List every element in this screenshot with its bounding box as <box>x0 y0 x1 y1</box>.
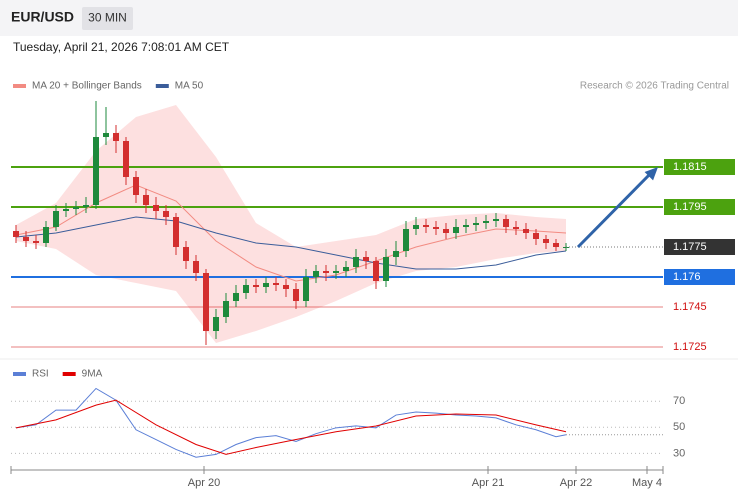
candle-body <box>363 257 369 261</box>
x-tick-label: Apr 21 <box>472 477 504 489</box>
candle-body <box>263 283 269 287</box>
level-box <box>664 159 735 175</box>
credit: Research © 2026 Trading Central <box>580 81 729 92</box>
candle-body <box>183 247 189 261</box>
y-tick-label: 70 <box>673 395 685 407</box>
candle-body <box>113 133 119 141</box>
x-tick-label: Apr 20 <box>188 477 220 489</box>
candle-body <box>443 229 449 233</box>
legend-swatch <box>13 372 26 376</box>
rsi-line <box>15 387 567 458</box>
candle-body <box>23 237 29 241</box>
candle-body <box>463 225 469 227</box>
ma-line <box>15 184 567 282</box>
candle-body <box>83 205 89 207</box>
candle-body <box>393 251 399 257</box>
candle-body <box>413 225 419 229</box>
legend-swatch <box>155 84 169 88</box>
timestamp: Tuesday, April 21, 2026 7:08:01 AM CET <box>13 40 230 54</box>
legend-label: MA 50 <box>175 81 204 92</box>
candle-body <box>373 261 379 281</box>
candle-body <box>353 257 359 267</box>
candle-body <box>553 243 559 247</box>
candle-body <box>453 227 459 233</box>
candle-body <box>323 271 329 273</box>
candle-body <box>223 301 229 317</box>
arrow-head <box>644 167 658 181</box>
candle-body <box>433 227 439 229</box>
ma-line <box>15 216 567 270</box>
candle-body <box>133 177 139 195</box>
x-tick-label: Apr 22 <box>560 477 592 489</box>
rsi-line <box>15 399 567 455</box>
candle-body <box>383 257 389 281</box>
legend-label: 9MA <box>82 369 103 380</box>
legend-label: RSI <box>32 369 49 380</box>
candle-body <box>43 227 49 243</box>
candle-body <box>103 133 109 137</box>
candle-body <box>213 317 219 331</box>
legend-swatch <box>62 372 76 376</box>
candle-body <box>493 219 499 221</box>
legend-label: MA 20 + Bollinger Bands <box>32 81 142 92</box>
legend-swatch <box>13 84 26 88</box>
timeframe-box[interactable] <box>82 7 133 30</box>
candle-body <box>33 241 39 243</box>
candle-body <box>483 221 489 223</box>
level-label: 1.1795 <box>673 201 707 213</box>
candle-body <box>533 233 539 239</box>
candle-body <box>253 285 259 287</box>
candle-body <box>313 271 319 277</box>
candle-body <box>473 223 479 225</box>
candle-body <box>193 261 199 273</box>
level-label: 1.1815 <box>673 161 707 173</box>
candle-body <box>423 225 429 227</box>
candle-body <box>243 285 249 293</box>
candle-body <box>173 217 179 247</box>
y-tick-label: 30 <box>673 447 685 459</box>
bollinger-band <box>16 105 566 343</box>
candle-body <box>53 211 59 227</box>
candle-body <box>73 207 79 209</box>
candle-body <box>303 277 309 301</box>
candle-body <box>283 285 289 289</box>
candle-body <box>233 293 239 301</box>
candle-body <box>293 289 299 301</box>
candle-body <box>153 205 159 211</box>
pair: EUR/USD <box>11 9 74 25</box>
candle-body <box>203 273 209 331</box>
candle-body <box>93 137 99 205</box>
candle-body <box>273 283 279 285</box>
y-tick-label: 50 <box>673 421 685 433</box>
timeframe[interactable]: 30 MIN <box>88 11 127 25</box>
candle-body <box>503 219 509 227</box>
level-box <box>664 199 735 215</box>
candle-body <box>13 231 19 237</box>
last-price-box <box>664 239 735 255</box>
level-label: 1.176 <box>673 271 701 283</box>
candle-body <box>403 229 409 251</box>
candle-body <box>513 227 519 229</box>
candle-body <box>333 271 339 273</box>
candle-body <box>143 195 149 205</box>
candle-body <box>343 267 349 271</box>
x-tick-label: May 4 <box>632 477 662 489</box>
level-box <box>664 269 735 285</box>
candle-body <box>123 141 129 177</box>
last-price-label: 1.1775 <box>673 241 707 253</box>
level-label: 1.1725 <box>673 341 707 353</box>
forecast-arrow <box>576 170 654 249</box>
candle-body <box>523 229 529 233</box>
candle-body <box>63 209 69 211</box>
candle-body <box>163 211 169 217</box>
level-label: 1.1745 <box>673 301 707 313</box>
candle-body <box>543 239 549 243</box>
